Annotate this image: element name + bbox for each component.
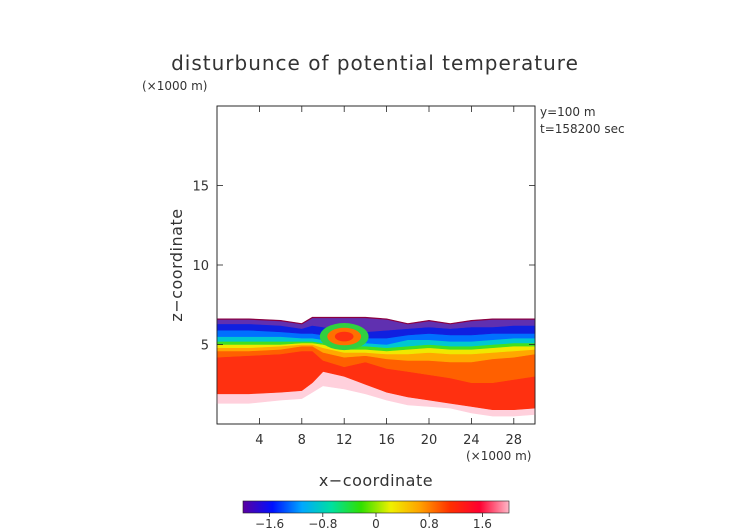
colorbar-tick-label: −0.8 <box>308 517 337 531</box>
temperature-field <box>216 316 536 417</box>
field-top-contour <box>217 316 535 325</box>
info-time: t=158200 sec <box>540 122 625 136</box>
x-axis-unit: (×1000 m) <box>466 449 531 463</box>
colorbar-tick-label: 0.8 <box>420 517 439 531</box>
colorbar: −1.6 −0.8 0 0.8 1.6 <box>242 500 510 531</box>
warm-anomaly-core <box>334 331 354 342</box>
x-tick-label: 24 <box>463 433 480 448</box>
info-y: y=100 m <box>540 105 596 119</box>
y-tick-label: 5 <box>201 339 209 354</box>
chart-title: disturbunce of potential temperature <box>171 51 579 75</box>
plot-area: 4 8 12 16 20 24 28 5 10 15 <box>192 105 536 448</box>
x-tick-label: 28 <box>506 433 523 448</box>
y-tick-label: 10 <box>192 259 209 274</box>
x-tick-label: 12 <box>336 433 353 448</box>
title-unit: (×1000 m) <box>142 79 207 93</box>
colorbar-gradient <box>242 500 510 514</box>
x-tick-label: 20 <box>421 433 438 448</box>
x-tick-label: 4 <box>255 433 263 448</box>
x-axis-label: x−coordinate <box>319 471 433 490</box>
colorbar-ticks: −1.6 −0.8 0 0.8 1.6 <box>255 513 492 531</box>
colorbar-tick-label: 1.6 <box>473 517 492 531</box>
y-axis-label: z−coordinate <box>167 208 186 321</box>
colorbar-tick-label: 0 <box>372 517 380 531</box>
y-tick-label: 15 <box>192 180 209 195</box>
colorbar-tick-label: −1.6 <box>255 517 284 531</box>
axis-ticks: 4 8 12 16 20 24 28 5 10 15 <box>192 106 535 448</box>
x-tick-label: 16 <box>378 433 395 448</box>
x-tick-label: 8 <box>298 433 306 448</box>
